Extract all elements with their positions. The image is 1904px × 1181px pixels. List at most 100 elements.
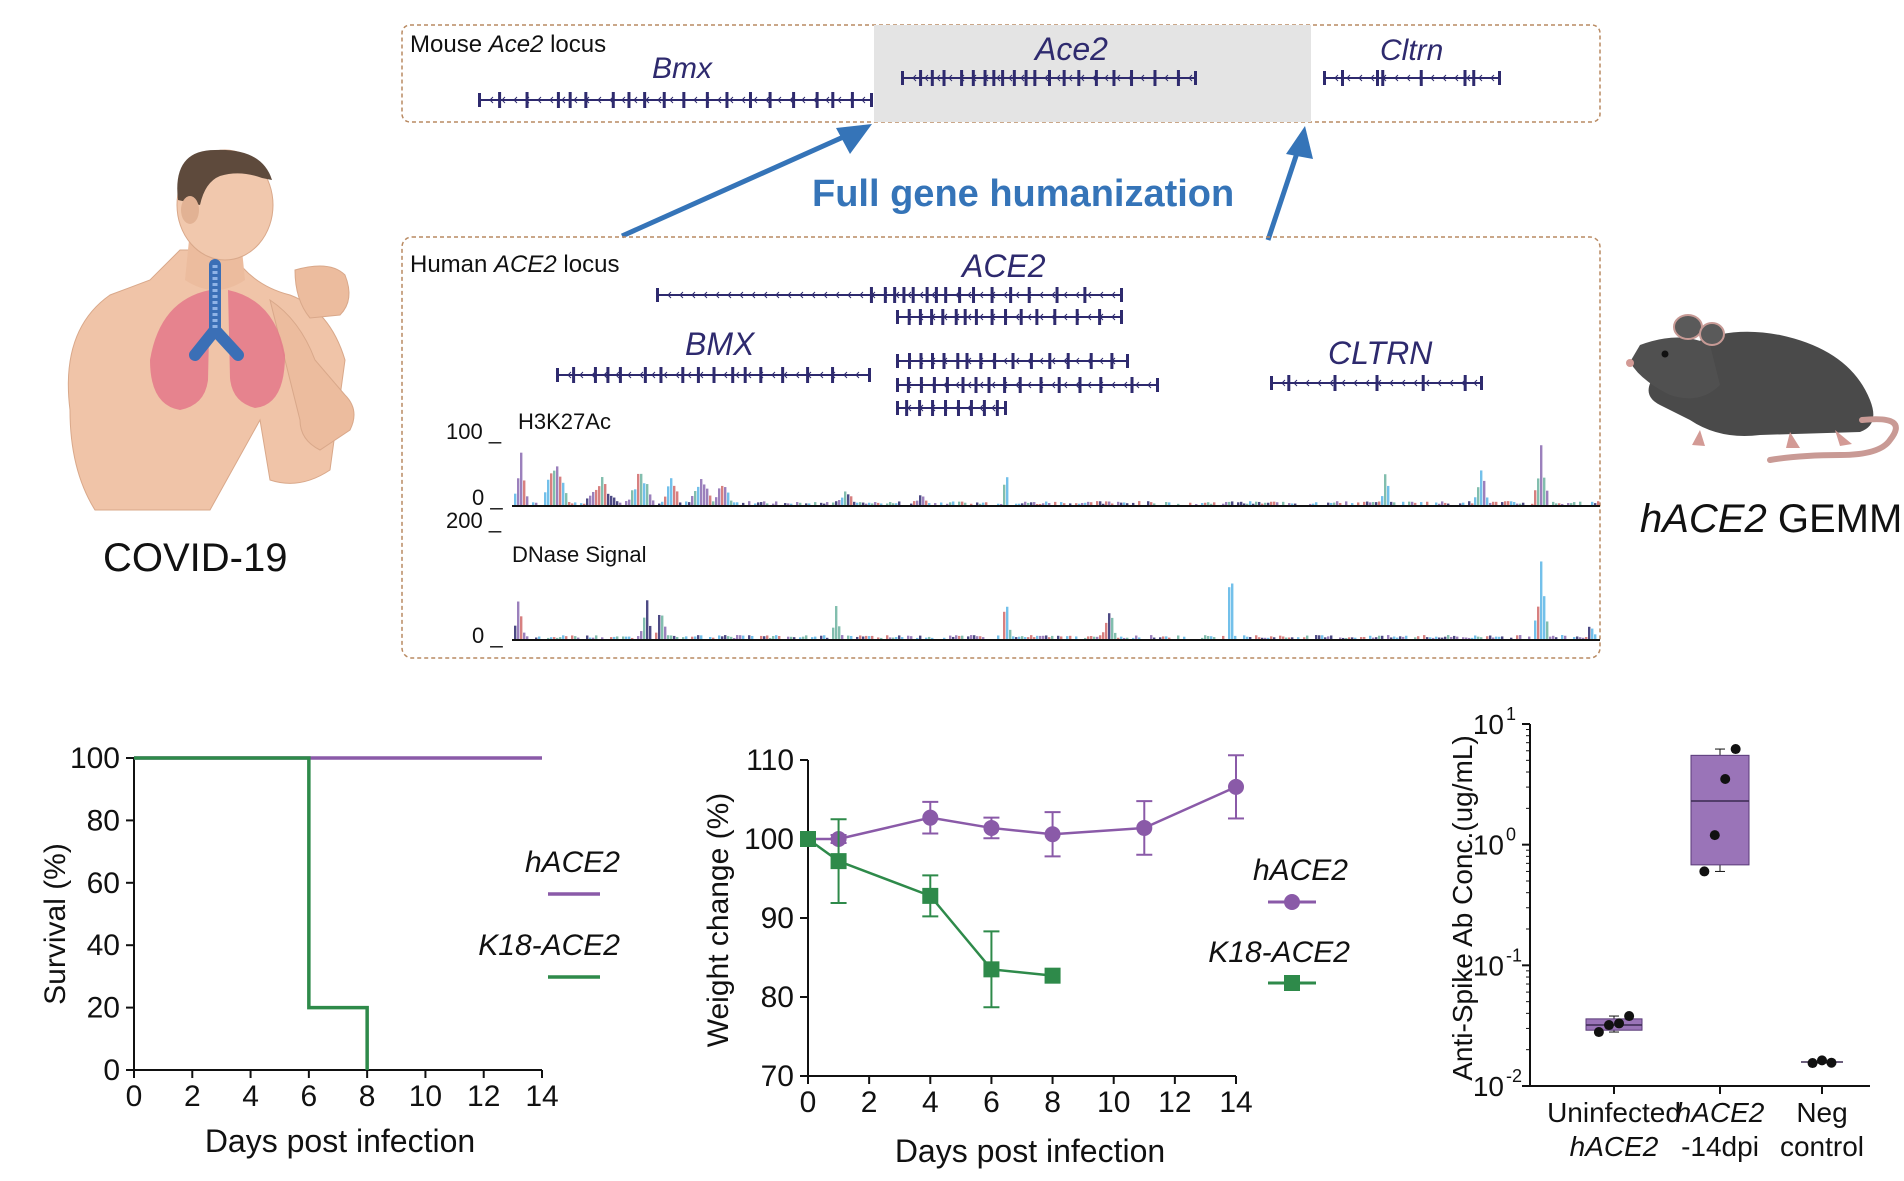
gene-strand-tick [855,371,860,379]
gene-exon [942,70,946,86]
weight-x-tick-label: 0 [800,1086,817,1119]
signal-peak [877,502,880,505]
signal-peak [868,502,871,505]
signal-peak [517,478,520,505]
gene-exon [965,353,969,369]
signal-peak [589,495,592,505]
gene-exon [792,92,796,108]
gene-CLTRN [1270,375,1483,391]
signal-peak [1414,637,1417,639]
signal-peak [1069,635,1072,639]
signal-peak [1489,502,1492,505]
signal-peak [1396,637,1399,639]
signal-peak [1246,636,1249,639]
gene-strand-tick [1341,379,1346,387]
signal-peak [778,636,781,639]
signal-peak [1102,503,1105,505]
signal-peak [514,625,517,639]
signal-peak [1030,635,1033,639]
gene-ACE2-tx5 [896,400,1007,416]
signal-peak [637,636,640,639]
signal-peak [1246,503,1249,505]
gene-exon [643,92,647,108]
signal-peak [1486,636,1489,639]
signal-peak [811,637,814,639]
signal-peak [1021,636,1024,639]
gene-strand-tick [573,96,578,104]
gene-strand-tick [1075,381,1080,389]
signal-peak [1060,636,1063,639]
signal-peak [1033,637,1036,639]
signal-peak [1390,637,1393,639]
signal-peak [856,502,859,505]
signal-peak [1099,501,1102,505]
gene-strand-tick [1437,379,1442,387]
signal-peak [838,500,841,505]
gene-exon [1094,70,1098,86]
survival-y-tick-label: 0 [103,1054,120,1087]
signal-peak [832,502,835,505]
gene-strand-tick [699,371,704,379]
gene-strand-tick [1051,291,1056,299]
signal-peak [733,502,736,505]
survival-x-tick-label: 0 [126,1080,143,1113]
gene-exon [850,92,854,108]
humanized-region-highlight [874,25,1311,122]
signal-peak [1327,636,1330,639]
gene-exon [893,287,897,303]
signal-peak [1150,502,1153,505]
signal-peak [1060,502,1063,505]
signal-peak [808,503,811,505]
gene-strand-tick [663,371,668,379]
signal-peak [967,636,970,639]
signal-peak [580,503,583,505]
signal-peak [673,635,676,639]
gene-exon [1463,70,1467,86]
signal-peak [682,637,685,639]
signal-peak [1291,637,1294,639]
gene-exon [1077,70,1081,86]
signal-peak [1012,636,1015,639]
antibody-box [1690,754,1750,866]
signal-peak [961,635,964,639]
signal-peak [1492,501,1495,505]
signal-peak [1159,637,1162,639]
signal-peak [1468,637,1471,639]
signal-peak [1099,635,1102,639]
signal-peak [1567,503,1570,505]
gene-exon [627,92,631,108]
gene-exon [1012,70,1016,86]
gene-strand-tick [549,96,554,104]
signal-peak [1483,480,1486,505]
signal-peak [1528,636,1531,639]
signal-peak [625,636,628,639]
gene-exon [1039,377,1043,393]
signal-peak [1546,490,1549,505]
antibody-data-point [1593,1027,1604,1038]
signal-peak [598,486,601,505]
gene-exon [525,92,529,108]
gene-strand-tick [735,371,740,379]
signal-peak [1039,635,1042,639]
gene-exon [696,367,700,383]
signal-peak [952,636,955,639]
gene-end-cap [1004,401,1007,415]
gene-exon [1004,309,1008,325]
gene-strand-tick [1425,379,1430,387]
gene-strand-tick [1329,379,1334,387]
legend-k18-label: K18-ACE2 [478,929,620,962]
gene-strand-tick [931,291,936,299]
gene-strand-tick [1027,313,1032,321]
antibody-y-tick-exponent: 0 [1506,825,1516,845]
gene-strand-tick [1068,74,1073,82]
signal-peak [871,635,874,639]
gene-strand-tick [1003,357,1008,365]
gene-strand-tick [667,291,672,299]
signal-peak [1153,637,1156,639]
gene-exon [593,367,597,383]
signal-peak [625,501,628,505]
signal-peak [1264,637,1267,639]
signal-peak [1108,613,1111,639]
gene-label-BMX: BMX [685,326,756,362]
signal-peak [841,635,844,639]
